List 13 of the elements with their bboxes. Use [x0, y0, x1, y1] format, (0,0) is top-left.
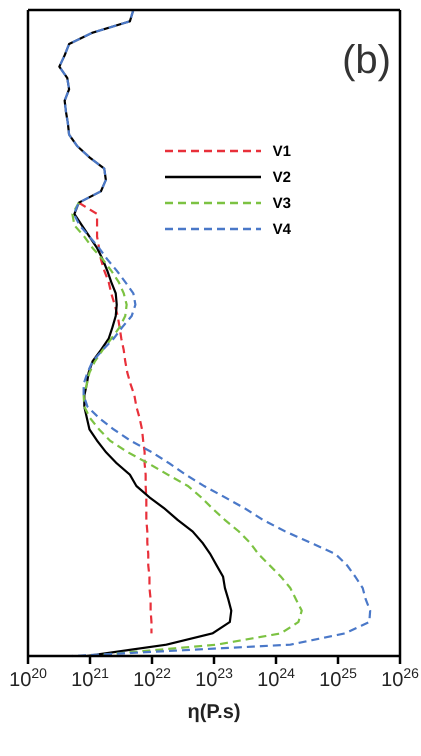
x-tick-label: 10$^{20}$ [9, 665, 48, 691]
text: V3 [272, 194, 291, 212]
x-tick-label: 10$^{24}$ [257, 665, 296, 691]
x-tick-label: 10$^{25}$ [319, 665, 358, 691]
text: V4 [272, 220, 291, 238]
x-tick-label: 10$^{23}$ [195, 665, 234, 691]
x-tick-label: 10$^{21}$ [71, 665, 110, 691]
x-axis-title: η(P.s) [188, 701, 240, 723]
text: V2 [272, 168, 291, 186]
x-tick-label: 10$^{26}$ [381, 665, 420, 691]
x-tick-label: 10$^{22}$ [133, 665, 172, 691]
text: (b) [342, 38, 391, 83]
text: V1 [272, 142, 291, 160]
